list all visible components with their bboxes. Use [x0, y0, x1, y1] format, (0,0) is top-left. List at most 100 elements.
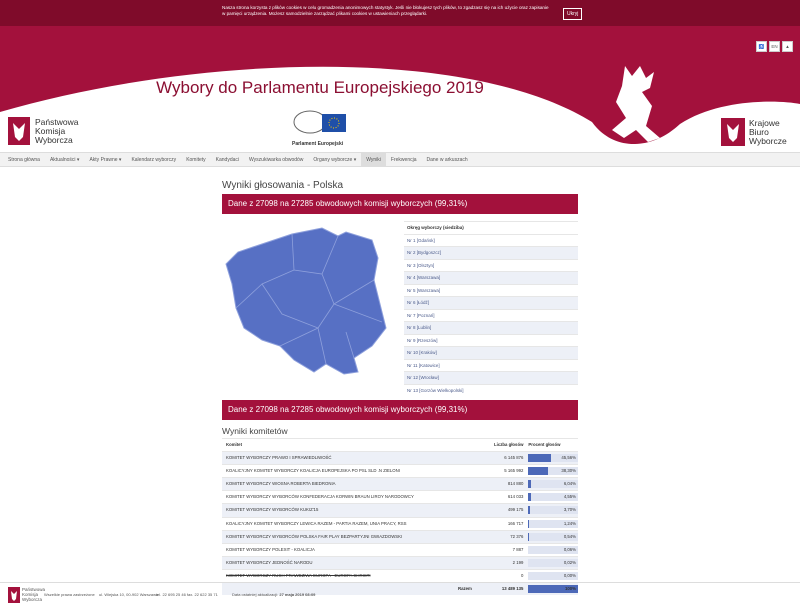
committee: KOMITET WYBORCZY RUCH PRAWDZIWA EUROPA -…: [222, 570, 472, 582]
votes: 614 033: [472, 491, 527, 503]
logo-line: Wyborcza: [35, 136, 78, 145]
committee: KOMITET WYBORCZY WYBORCÓW KUKIZ'15: [222, 504, 472, 516]
percent-cell: 45,56%: [528, 452, 578, 464]
district-link[interactable]: Nr 11 [Katowice]: [404, 359, 578, 372]
nav-item[interactable]: Aktualności: [45, 153, 84, 166]
votes: 814 880: [472, 478, 527, 490]
district-link[interactable]: Nr 5 [Warszawa]: [404, 284, 578, 297]
percent-label: 0,06%: [564, 544, 576, 556]
votes: 0: [472, 570, 527, 582]
percent-cell: 0,54%: [528, 531, 578, 543]
votes: 5 165 992: [472, 465, 527, 477]
percent-bar: [528, 493, 530, 501]
districts-header: Okręg wyborczy (siedziba): [404, 221, 578, 234]
district-link[interactable]: Nr 3 [Olsztyn]: [404, 259, 578, 272]
ep-logo: Parlament Europejski: [292, 141, 343, 147]
percent-cell: 0,06%: [528, 544, 578, 556]
district-link[interactable]: Nr 1 [Gdańsk]: [404, 234, 578, 247]
percent-cell: 6,04%: [528, 478, 578, 490]
col-header[interactable]: Komitet: [222, 439, 472, 451]
percent-bar: [528, 454, 551, 462]
footer-address: ul. Wiejska 10, 00-902 Warszawa: [99, 592, 158, 597]
district-link[interactable]: Nr 4 [Warszawa]: [404, 271, 578, 284]
result-row: KOMITET WYBORCZY WIOSNA ROBERTA BIEDRONI…: [222, 477, 578, 490]
district-link[interactable]: Nr 2 [Bydgoszcz]: [404, 246, 578, 259]
percent-label: 38,30%: [561, 465, 576, 477]
updated-label: Data ostatniej aktualizacji:: [232, 592, 278, 597]
nav-item[interactable]: Dane w arkuszach: [422, 153, 473, 166]
percent-bar: [528, 480, 531, 488]
status-banner: Dane z 27098 na 27285 obwodowych komisji…: [222, 194, 578, 214]
result-row: KOALICYJNY KOMITET WYBORCZY LEWICA RAZEM…: [222, 517, 578, 530]
content-title: Wyniki głosowania - Polska: [222, 180, 343, 191]
percent-cell: 4,55%: [528, 491, 578, 503]
committee: KOMITET WYBORCZY WYBORCÓW POLSKA FAIR PL…: [222, 531, 472, 543]
cookie-text: Nasza strona korzysta z plików cookies w…: [222, 5, 552, 17]
kbw-emblem: [721, 118, 745, 146]
nav-item[interactable]: Frekwencja: [386, 153, 422, 166]
nav-bar: Strona głównaAktualnościAkty PrawneKalen…: [0, 152, 800, 167]
cookie-bar: Nasza strona korzysta z plików cookies w…: [0, 0, 800, 26]
footer-emblem: [8, 587, 20, 603]
committee: KOMITET WYBORCZY WIOSNA ROBERTA BIEDRONI…: [222, 478, 472, 490]
district-link[interactable]: Nr 9 [Rzeszów]: [404, 334, 578, 347]
percent-bar: [528, 506, 530, 514]
votes: 166 717: [472, 518, 527, 530]
nav-item[interactable]: Wyszukiwarka obwodów: [244, 153, 308, 166]
ep-emblem: [292, 108, 348, 140]
footer-phone: tel. 22 695 25 46 fax. 22 622 35 71: [156, 592, 218, 597]
results-title: Wyniki komitetów: [222, 426, 288, 436]
col-header[interactable]: Procent głosów: [528, 439, 578, 451]
votes: 499 175: [472, 504, 527, 516]
pkw-emblem: [8, 117, 30, 145]
updated-date: 27 maja 2019 08:09: [279, 592, 315, 597]
percent-label: 4,55%: [564, 491, 576, 503]
percent-cell: 1,24%: [528, 518, 578, 530]
committee: KOMITET WYBORCZY JEDNOŚĆ NARODU: [222, 557, 472, 569]
nav-item[interactable]: Organy wyborcze: [308, 153, 361, 166]
district-link[interactable]: Nr 13 [Gorzów Wielkopolski]: [404, 384, 578, 397]
nav-item[interactable]: Akty Prawne: [84, 153, 126, 166]
votes: 7 887: [472, 544, 527, 556]
percent-label: 0,02%: [564, 557, 576, 569]
result-row: KOMITET WYBORCZY WYBORCÓW KONFEDERACJA K…: [222, 490, 578, 503]
votes: 2 199: [472, 557, 527, 569]
nav-item[interactable]: Wyniki: [361, 153, 386, 166]
votes: 72 376: [472, 531, 527, 543]
status-banner: Dane z 27098 na 27285 obwodowych komisji…: [222, 400, 578, 420]
lang-button[interactable]: EN: [769, 41, 780, 52]
district-link[interactable]: Nr 7 [Poznań]: [404, 309, 578, 322]
district-link[interactable]: Nr 8 [Lublin]: [404, 321, 578, 334]
cookie-button[interactable]: Ukryj: [563, 8, 582, 20]
district-link[interactable]: Nr 10 [Kraków]: [404, 346, 578, 359]
percent-label: 6,04%: [564, 478, 576, 490]
percent-cell: 3,70%: [528, 504, 578, 516]
percent-bar: [528, 520, 529, 528]
district-link[interactable]: Nr 12 [Wrocław]: [404, 371, 578, 384]
site-title: Wybory do Parlamentu Europejskiego 2019: [0, 78, 640, 98]
district-link[interactable]: Nr 6 [Łódź]: [404, 296, 578, 309]
percent-label: 0,54%: [564, 531, 576, 543]
percent-label: 1,24%: [564, 518, 576, 530]
percent-bar: [528, 467, 547, 475]
poland-map[interactable]: [222, 224, 394, 388]
footer-rights: Wszelkie prawa zastrzeżone: [44, 592, 95, 597]
accessibility-button[interactable]: ♿: [756, 41, 767, 52]
logo-line: Wyborcza: [22, 597, 45, 602]
result-row: KOMITET WYBORCZY WYBORCÓW POLSKA FAIR PL…: [222, 530, 578, 543]
contrast-button[interactable]: ▲: [782, 41, 793, 52]
nav-item[interactable]: Kalendarz wyborczy: [126, 153, 181, 166]
nav-item[interactable]: Kandydaci: [211, 153, 244, 166]
percent-label: 0,00%: [564, 570, 576, 582]
nav-item[interactable]: Komitety: [181, 153, 210, 166]
col-header[interactable]: Liczba głosów: [472, 439, 527, 451]
nav-item[interactable]: Strona główna: [3, 153, 45, 166]
